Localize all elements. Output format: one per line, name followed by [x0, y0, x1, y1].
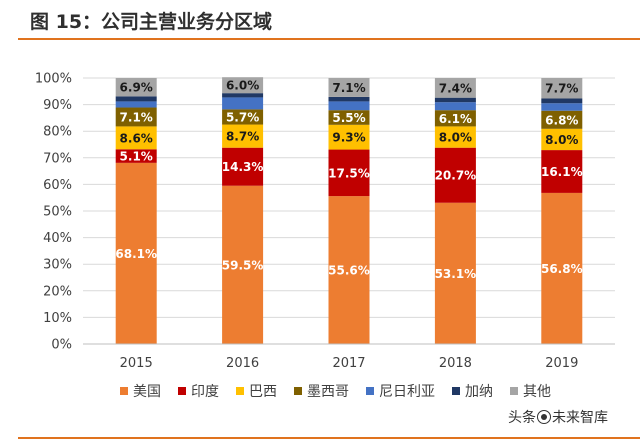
data-label: 68.1%	[115, 247, 157, 261]
data-label: 8.7%	[226, 130, 259, 144]
legend-entry: 印度	[191, 384, 219, 400]
legend-swatch	[236, 387, 244, 395]
bar-segment	[434, 110, 476, 127]
legend-swatch	[452, 387, 460, 395]
legend-entry: 巴西	[249, 384, 277, 400]
y-tick-label: 90%	[43, 98, 72, 113]
bar-segment	[541, 78, 583, 99]
legend-swatch	[120, 387, 128, 395]
data-label: 59.5%	[222, 258, 264, 272]
bottom-divider	[18, 437, 640, 439]
data-label: 56.8%	[541, 262, 583, 276]
bar-segment	[541, 98, 583, 104]
stacked-bar-chart: 0% 10% 20% 30% 40% 50% 60% 70% 80% 90% 100% 68.1% 5.…	[35, 72, 615, 400]
data-label: 6.1%	[439, 112, 472, 126]
data-label: 7.1%	[120, 110, 153, 124]
bar-segment	[115, 78, 157, 97]
bar-segment	[222, 109, 264, 125]
y-tick-label: 80%	[43, 125, 72, 140]
data-label: 5.7%	[226, 110, 259, 124]
legend-entry: 其他	[523, 384, 551, 400]
legend-swatch	[510, 387, 518, 395]
data-label: 8.6%	[120, 131, 153, 145]
bar-segment	[541, 128, 583, 151]
x-tick-label: 2017	[332, 356, 365, 371]
bar-segment	[434, 78, 476, 98]
bar-segment	[434, 147, 476, 203]
legend-swatch	[366, 387, 374, 395]
data-label: 5.5%	[332, 111, 365, 125]
bar-segment	[222, 124, 264, 148]
bar-segment	[434, 97, 476, 103]
bar-segment	[222, 147, 264, 186]
x-tick-label: 2015	[120, 356, 153, 371]
bar-segment	[222, 185, 264, 344]
y-tick-label: 30%	[43, 258, 72, 273]
bar-segment	[222, 97, 264, 110]
data-label: 16.1%	[541, 165, 583, 179]
y-tick-label: 100%	[35, 72, 72, 87]
legend-entry: 墨西哥	[307, 384, 349, 400]
y-tick-label: 50%	[43, 205, 72, 220]
bar-segment	[328, 149, 370, 197]
data-label: 8.0%	[545, 133, 578, 147]
data-label: 7.4%	[439, 81, 472, 95]
bar-segment	[541, 110, 583, 129]
bar-segment	[115, 126, 157, 150]
legend-swatch	[294, 387, 302, 395]
y-tick-label: 0%	[51, 338, 72, 353]
data-label: 6.9%	[120, 81, 153, 95]
bar-segment	[328, 101, 370, 111]
watermark-suffix: 未来智库	[552, 410, 608, 426]
watermark: 头条 未来智库	[508, 407, 608, 427]
bar-segment	[222, 93, 264, 98]
legend-entry: 加纳	[465, 384, 493, 400]
bar-segment	[434, 102, 476, 111]
bar-segment	[328, 110, 370, 125]
data-label: 6.8%	[545, 113, 578, 127]
bar-segment	[328, 124, 370, 150]
data-label: 14.3%	[222, 160, 264, 174]
bar-segment	[115, 107, 157, 127]
y-tick-label: 10%	[43, 311, 72, 326]
data-label: 7.7%	[545, 82, 578, 96]
bar-segment	[115, 162, 157, 344]
data-label: 8.0%	[439, 131, 472, 145]
bar-segment	[328, 96, 370, 102]
bar-segment	[434, 202, 476, 344]
data-label: 7.1%	[332, 81, 365, 95]
y-tick-label: 20%	[43, 284, 72, 299]
watermark-prefix: 头条	[508, 410, 536, 426]
bar-segment	[115, 96, 157, 102]
bar-segment	[115, 101, 157, 108]
data-label: 20.7%	[435, 169, 477, 183]
y-tick-label: 70%	[43, 151, 72, 166]
data-label: 17.5%	[328, 166, 370, 180]
bar-segment	[541, 192, 583, 344]
x-tick-label: 2016	[226, 356, 259, 371]
legend-entry: 尼日利亚	[379, 384, 435, 400]
x-tick-label: 2018	[439, 356, 472, 371]
bar-segment	[222, 77, 264, 94]
legend-entry: 美国	[133, 384, 161, 400]
data-label: 6.0%	[226, 79, 259, 93]
x-tick-label: 2019	[545, 356, 578, 371]
legend-swatch	[178, 387, 186, 395]
bar-segment	[541, 103, 583, 111]
data-label: 9.3%	[332, 131, 365, 145]
watermark-logo-icon	[537, 410, 551, 424]
bar-segment	[541, 150, 583, 193]
bar-segment	[434, 126, 476, 148]
bar-segment	[328, 78, 370, 97]
data-label: 55.6%	[328, 264, 370, 278]
data-label: 5.1%	[120, 150, 153, 164]
y-tick-label: 40%	[43, 231, 72, 246]
y-tick-label: 60%	[43, 178, 72, 193]
title-divider	[18, 38, 640, 40]
page-title: 图 15：公司主营业务分区域	[30, 11, 273, 33]
data-label: 53.1%	[435, 267, 477, 281]
bar-segment	[115, 149, 157, 163]
bar-segment	[328, 196, 370, 344]
header: 图 15：公司主营业务分区域	[0, 0, 640, 40]
